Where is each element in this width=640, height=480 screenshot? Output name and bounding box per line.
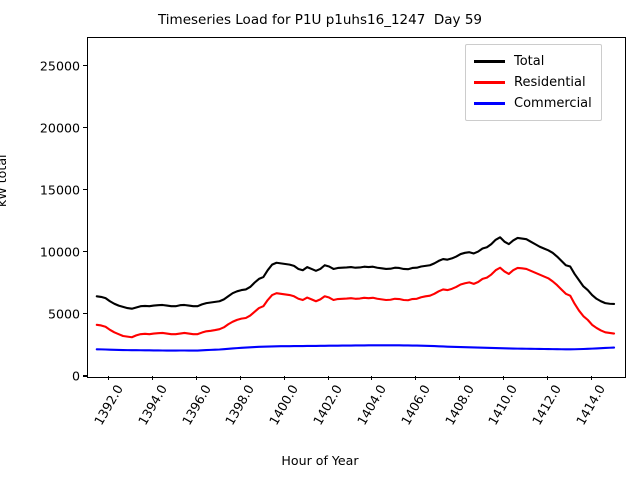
y-tick-label: 5000	[47, 306, 80, 322]
legend-item[interactable]: Commercial	[474, 93, 592, 114]
y-tick-mark	[83, 127, 87, 129]
y-axis-label: kW total	[0, 154, 9, 207]
x-tick-mark	[283, 376, 285, 380]
y-tick-mark	[83, 375, 87, 377]
x-tick-mark	[239, 376, 241, 380]
x-tick-label: 1392.0	[90, 382, 126, 428]
series-line-total	[95, 236, 616, 310]
x-tick-mark	[590, 376, 592, 380]
x-tick-label: 1402.0	[310, 382, 346, 428]
x-tick-mark	[327, 376, 329, 380]
y-tick-mark	[83, 313, 87, 315]
x-tick-mark	[152, 376, 154, 380]
series-line-residential	[95, 266, 616, 339]
x-tick-mark	[108, 376, 110, 380]
x-tick-label: 1400.0	[266, 382, 302, 428]
chart-title: Timeseries Load for P1U p1uhs16_1247 Day…	[157, 12, 483, 28]
legend-line-icon	[474, 60, 505, 63]
y-tick-mark	[83, 251, 87, 253]
y-tick-label: 0	[71, 368, 80, 384]
x-tick-mark	[502, 376, 504, 380]
y-tick-label: 15000	[39, 182, 80, 198]
legend-item[interactable]: Total	[474, 51, 592, 72]
x-tick-mark	[371, 376, 373, 380]
y-tick-label: 10000	[39, 244, 80, 260]
x-tick-mark	[459, 376, 461, 380]
series-line-commercial	[95, 344, 616, 352]
x-axis-label: Hour of Year	[281, 453, 359, 468]
x-tick-label: 1404.0	[353, 382, 389, 428]
legend-label: Residential	[514, 75, 586, 90]
x-tick-label: 1414.0	[573, 382, 609, 428]
y-tick-label: 25000	[39, 58, 80, 74]
x-tick-label: 1410.0	[485, 382, 521, 428]
legend-item[interactable]: Residential	[474, 72, 592, 93]
x-tick-mark	[196, 376, 198, 380]
x-tick-mark	[546, 376, 548, 380]
legend-label: Commercial	[514, 96, 592, 111]
plot-lines	[95, 236, 616, 352]
y-tick-mark	[83, 65, 87, 67]
x-tick-label: 1406.0	[397, 382, 433, 428]
y-tick-mark	[83, 189, 87, 191]
x-tick-label: 1394.0	[134, 382, 170, 428]
legend-label: Total	[514, 54, 545, 69]
x-tick-label: 1398.0	[222, 382, 258, 428]
chart-legend: Total Residential Commercial	[465, 44, 602, 121]
legend-line-icon	[474, 81, 505, 84]
x-tick-label: 1412.0	[529, 382, 565, 428]
x-tick-label: 1408.0	[441, 382, 477, 428]
y-tick-label: 20000	[39, 120, 80, 136]
x-tick-label: 1396.0	[178, 382, 214, 428]
x-tick-mark	[415, 376, 417, 380]
legend-line-icon	[474, 102, 505, 105]
